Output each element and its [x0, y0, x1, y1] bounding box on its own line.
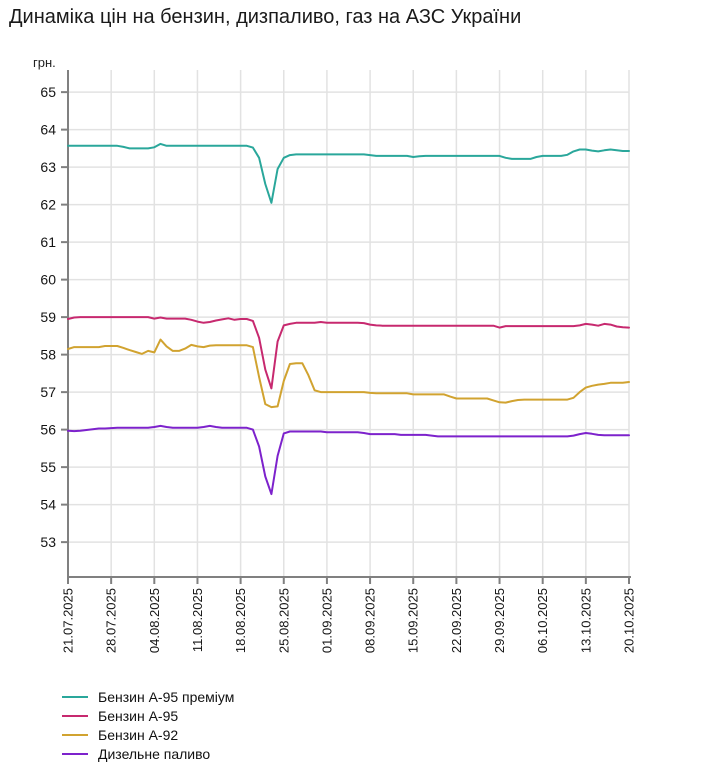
axes — [61, 70, 631, 584]
svg-text:61: 61 — [40, 234, 56, 250]
legend-line-swatch — [62, 714, 88, 717]
plot-area[interactable] — [68, 70, 629, 577]
svg-text:04.08.2025: 04.08.2025 — [147, 588, 162, 653]
svg-text:11.08.2025: 11.08.2025 — [190, 588, 205, 652]
svg-text:29.09.2025: 29.09.2025 — [492, 588, 507, 653]
legend-item-label: Бензин А-92 — [98, 726, 179, 743]
svg-text:28.07.2025: 28.07.2025 — [104, 588, 119, 653]
legend-item-diesel[interactable]: Дизельне паливо — [62, 744, 234, 763]
legend-item-label: Дизельне паливо — [98, 745, 211, 762]
svg-text:25.08.2025: 25.08.2025 — [276, 588, 291, 653]
chart-title: Динаміка цін на бензин, дизпаливо, газ н… — [9, 6, 522, 28]
svg-text:59: 59 — [40, 309, 56, 325]
svg-text:53: 53 — [40, 534, 56, 550]
legend-line-swatch — [62, 733, 88, 736]
legend-item-a92[interactable]: Бензин А-92 — [62, 725, 234, 744]
svg-text:62: 62 — [40, 197, 56, 213]
svg-text:20.10.2025: 20.10.2025 — [622, 588, 637, 653]
svg-text:54: 54 — [40, 497, 56, 513]
legend-item-a95[interactable]: Бензин А-95 — [62, 706, 234, 725]
y-axis-labels: 53 54 55 56 57 58 59 60 61 62 63 64 65 — [40, 84, 56, 550]
svg-text:58: 58 — [40, 347, 56, 363]
legend-line-swatch — [62, 695, 88, 698]
svg-text:63: 63 — [40, 159, 56, 175]
svg-text:56: 56 — [40, 422, 56, 438]
legend-line-swatch — [62, 752, 88, 755]
svg-text:13.10.2025: 13.10.2025 — [578, 588, 593, 653]
svg-text:21.07.2025: 21.07.2025 — [61, 588, 76, 653]
series-line-a95-premium[interactable] — [67, 142, 630, 204]
chart-legend: Бензин А-95 преміум Бензин А-95 Бензин А… — [62, 687, 234, 763]
svg-text:57: 57 — [40, 384, 56, 400]
legend-item-label: Бензин А-95 преміум — [98, 688, 235, 705]
svg-text:15.09.2025: 15.09.2025 — [406, 588, 421, 653]
svg-text:18.08.2025: 18.08.2025 — [233, 588, 248, 653]
series-line-a95[interactable] — [67, 316, 630, 390]
svg-text:60: 60 — [40, 272, 56, 288]
svg-text:55: 55 — [40, 459, 56, 475]
svg-text:06.10.2025: 06.10.2025 — [535, 588, 550, 653]
svg-text:22.09.2025: 22.09.2025 — [449, 588, 464, 653]
series-line-diesel[interactable] — [67, 424, 630, 496]
svg-text:64: 64 — [40, 122, 56, 138]
svg-text:65: 65 — [40, 84, 56, 100]
x-axis-labels: 21.07.2025 28.07.2025 04.08.2025 11.08.2025… — [61, 588, 637, 653]
series-line-a92[interactable] — [67, 338, 630, 409]
svg-text:08.09.2025: 08.09.2025 — [363, 588, 378, 653]
svg-text:01.09.2025: 01.09.2025 — [319, 588, 334, 653]
y-axis-unit-label: грн. — [33, 55, 56, 70]
legend-item-a95-premium[interactable]: Бензин А-95 преміум — [62, 687, 234, 706]
legend-item-label: Бензин А-95 — [98, 707, 179, 724]
